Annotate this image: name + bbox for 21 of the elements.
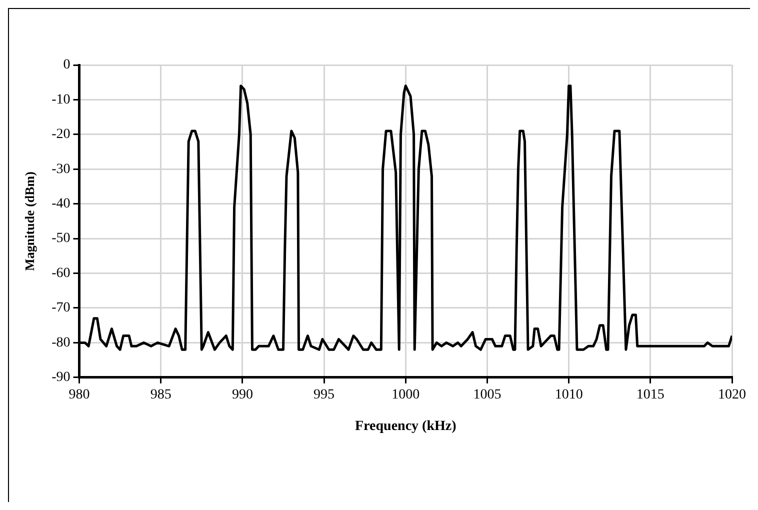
x-tick-label: 1020 (718, 387, 746, 402)
y-tick-label: -60 (52, 266, 70, 281)
x-tick-label: 995 (314, 387, 335, 402)
x-tick-label: 1005 (473, 387, 502, 402)
y-tick-label: -90 (52, 370, 70, 386)
x-axis-title: Frequency (kHz) (355, 419, 457, 434)
x-tick-label: 980 (68, 387, 90, 402)
x-tick-label: 985 (150, 387, 172, 402)
y-tick-label: -80 (52, 335, 70, 350)
y-tick-label: -70 (52, 300, 70, 316)
y-axis-title: Magnitude (dBm) (22, 172, 38, 271)
y-tick-label: 0 (63, 58, 70, 73)
x-tick-label: 1010 (554, 387, 583, 402)
x-tick-label: 1000 (392, 387, 420, 402)
y-tick-label: -20 (52, 127, 70, 142)
y-tick-label: -40 (52, 196, 70, 212)
x-tick-label: 1015 (636, 387, 664, 402)
y-tick-label: -30 (52, 162, 70, 177)
y-tick-label: -50 (52, 231, 70, 246)
x-tick-label: 990 (232, 387, 253, 402)
y-tick-label: -10 (52, 92, 70, 108)
